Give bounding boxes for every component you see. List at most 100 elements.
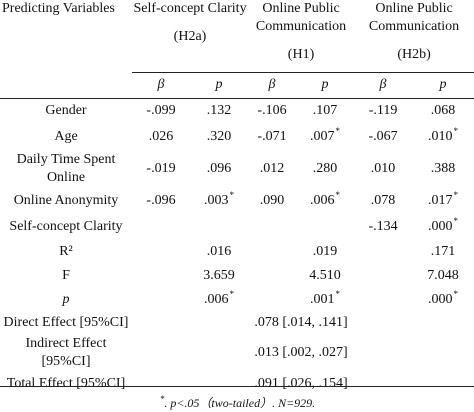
effect-row: Indirect Effect [95%CI] .013 [.002, .027] (0, 334, 474, 372)
cell-value: -.119 (368, 103, 398, 119)
cell-value: -.096 (146, 193, 176, 208)
significance-marker: * (453, 289, 459, 300)
value-cell: .090 (248, 188, 296, 214)
row-label: p (62, 292, 70, 307)
value-cell: -.119 (354, 97, 413, 124)
table-row: Gender -.099 .132 -.106 .107 -.119 .068 (0, 97, 474, 124)
value-cell: .003* (190, 188, 248, 214)
effect-value: .078 [.014, .141] (254, 315, 348, 330)
value-cell: -.071 (248, 124, 296, 150)
value-cell: .006* (190, 288, 248, 312)
table-row: Self-concept Clarity -.134 .000* (0, 214, 474, 240)
significance-marker: * (335, 190, 341, 201)
value-cell: .001* (296, 288, 354, 312)
value-cell: .012 (248, 150, 296, 188)
cell-value: .001 (310, 292, 335, 307)
value-cell: .019 (296, 240, 354, 264)
beta-header: β (132, 71, 190, 98)
cell-value: .068 (430, 103, 456, 119)
cell-value: .132 (206, 103, 232, 119)
value-cell: .016 (190, 240, 248, 264)
significance-marker: * (453, 216, 459, 227)
cell-value: -.067 (368, 129, 398, 144)
effect-label: Direct Effect [95%CI] (3, 315, 129, 330)
value-cell: .078 (354, 188, 412, 214)
value-cell: -.067 (354, 124, 412, 150)
value-cell: -.134 (354, 214, 412, 240)
cell-value: .000 (428, 219, 453, 234)
cell-value: 7.048 (427, 268, 459, 283)
cell-value: .090 (259, 193, 285, 208)
value-cell: .007* (296, 124, 354, 150)
note-text: . p<.05（two-tailed）. N=929. (164, 396, 316, 410)
value-cell: .026 (132, 124, 190, 150)
p-header: p (412, 71, 474, 98)
value-cell (132, 240, 190, 264)
significance-marker: * (453, 190, 459, 201)
group-code: (H1) (287, 47, 315, 62)
row-label: Age (54, 129, 78, 144)
table-row: p .006* .001* .000* (0, 288, 474, 312)
significance-marker: * (229, 289, 235, 300)
group-header-h1: Online Public Communication (H1) (248, 0, 354, 72)
regression-table: Predicting Variables Self-concept Clarit… (0, 0, 474, 396)
table-row: F 3.659 4.510 7.048 (0, 264, 474, 288)
cell-value: .012 (259, 161, 285, 176)
cell-value: -.071 (257, 129, 287, 144)
cell-value: .078 (370, 193, 396, 208)
subheader-row: β p β p β p (0, 71, 474, 98)
value-cell (190, 214, 248, 240)
cell-value: .006 (204, 292, 229, 307)
value-cell: .388 (412, 150, 474, 188)
cell-value: .003 (204, 193, 229, 208)
significance-marker: * (229, 190, 235, 201)
cell-value: -.019 (146, 161, 176, 176)
cell-value: .320 (206, 129, 232, 144)
value-cell: .171 (412, 240, 474, 264)
group-title: Self-concept Clarity (133, 1, 247, 16)
table-row: R² .016 .019 .171 (0, 240, 474, 264)
group-code: (H2b) (397, 47, 431, 62)
row-label: F (62, 268, 70, 283)
note-marker: * (159, 394, 165, 404)
row-label: Daily Time Spent Online (16, 152, 116, 185)
value-cell: 4.510 (296, 264, 354, 288)
effect-row: Total Effect [95%CI] .091 [.026, .154] (0, 372, 474, 396)
table-row: Online Anonymity -.096.003* .090.006* .078.… (0, 188, 474, 214)
cell-value: 3.659 (203, 268, 235, 283)
significance-marker: * (335, 126, 341, 137)
cell-value: -.099 (146, 103, 176, 119)
cell-value: .171 (430, 244, 456, 259)
group-title: Online Public Communication (368, 1, 460, 34)
effect-value: .013 [.002, .027] (254, 345, 348, 360)
table-row: Age .026.320 -.071.007* -.067.010* (0, 124, 474, 150)
cell-value: .006 (310, 193, 335, 208)
cell-value: .007 (310, 129, 335, 144)
effect-row: Direct Effect [95%CI] .078 [.014, .141] (0, 312, 474, 334)
effect-value: .091 [.026, .154] (254, 376, 348, 391)
cell-value: .096 (206, 161, 232, 176)
table-note: *. p<.05（two-tailed）. N=929. (0, 394, 474, 411)
row-label: Self-concept Clarity (9, 219, 123, 234)
value-cell: .010* (412, 124, 474, 150)
beta-header: β (354, 71, 413, 98)
value-cell: .320 (190, 124, 248, 150)
value-cell: -.019 (132, 150, 190, 188)
value-cell: .280 (296, 150, 354, 188)
cell-value: .010 (370, 161, 396, 176)
value-cell: .000* (412, 288, 474, 312)
effect-label: Total Effect [95%CI] (6, 376, 126, 391)
cell-value: -.134 (368, 219, 398, 234)
significance-marker: * (453, 126, 459, 137)
cell-value: .019 (312, 244, 338, 259)
value-cell (354, 264, 412, 288)
group-code: (H2a) (173, 29, 207, 44)
effect-label: Indirect Effect [95%CI] (25, 336, 107, 369)
value-cell: 3.659 (190, 264, 248, 288)
value-cell (354, 240, 412, 264)
cell-value: .016 (206, 244, 232, 259)
value-cell (354, 288, 412, 312)
p-header: p (296, 71, 355, 98)
p-header: p (190, 71, 249, 98)
